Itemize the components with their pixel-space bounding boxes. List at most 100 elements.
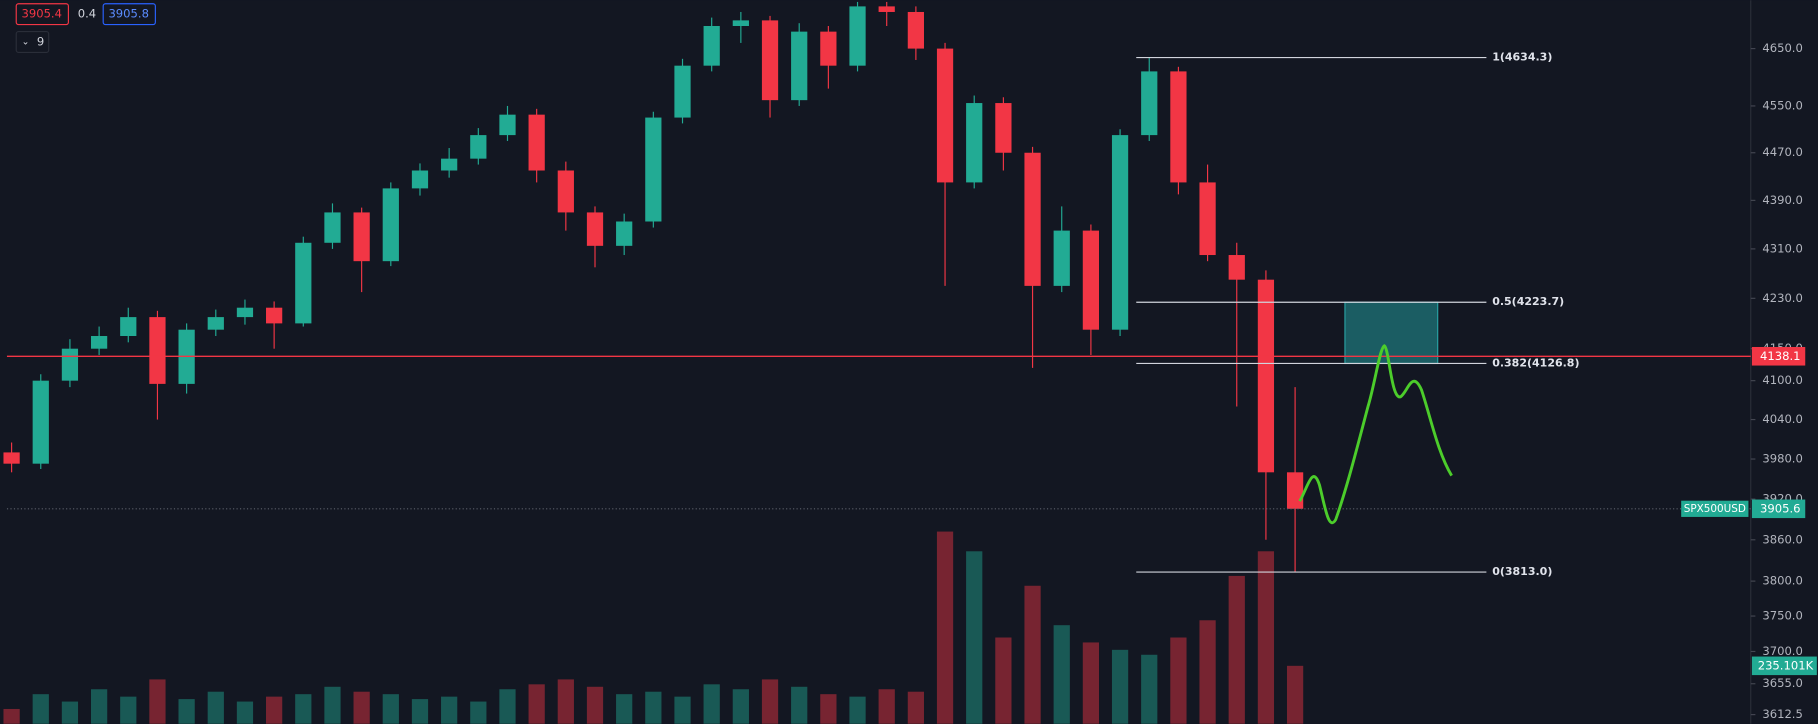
chevron: ⌄ bbox=[22, 36, 30, 47]
volume-bar bbox=[382, 694, 399, 724]
candle-body bbox=[1228, 255, 1245, 280]
volume-bar bbox=[1228, 575, 1245, 724]
candle-body bbox=[295, 242, 312, 324]
candle-body bbox=[907, 11, 924, 49]
candle-body bbox=[761, 20, 779, 101]
projection-sketch bbox=[1298, 344, 1453, 524]
candle-body bbox=[3, 452, 20, 464]
volume-bar bbox=[1170, 637, 1187, 724]
candle-body bbox=[324, 212, 341, 243]
candle-body bbox=[61, 348, 79, 381]
volume-bar bbox=[1082, 642, 1100, 724]
volume-bar bbox=[820, 694, 837, 724]
candle-body bbox=[1170, 71, 1187, 183]
horizontal-line-label-box bbox=[1751, 346, 1806, 366]
y-tick-label: 4650.0 bbox=[1762, 41, 1803, 55]
volume-bar bbox=[411, 699, 429, 724]
candle-body bbox=[149, 317, 166, 384]
volume-bar bbox=[674, 696, 691, 724]
volume-bar bbox=[936, 531, 954, 724]
horizontal-line-label: 4138.1 bbox=[1760, 349, 1801, 363]
candle-body bbox=[207, 317, 224, 330]
volume-bar bbox=[849, 696, 866, 724]
volume-bar bbox=[353, 691, 370, 724]
volume-bar bbox=[616, 694, 633, 724]
volume-bar bbox=[3, 708, 20, 724]
spread: 0.4 bbox=[78, 7, 96, 21]
volume-bar bbox=[528, 684, 545, 724]
volume-bar bbox=[236, 701, 254, 724]
volume-bar bbox=[1053, 625, 1070, 724]
y-tick-label: 3655.0 bbox=[1762, 676, 1803, 690]
candle-body bbox=[645, 117, 662, 222]
volume-bar bbox=[732, 689, 749, 724]
candle-body bbox=[1053, 230, 1070, 286]
candle-body bbox=[382, 188, 399, 262]
candle-body bbox=[236, 307, 254, 318]
y-tick-label: 4390.0 bbox=[1762, 193, 1803, 207]
candle-body bbox=[1024, 152, 1041, 286]
candle-body bbox=[1082, 230, 1100, 330]
volume-bar bbox=[1286, 665, 1304, 724]
volume-bar bbox=[1111, 649, 1129, 724]
symbol-box bbox=[1681, 500, 1749, 517]
candle-body bbox=[32, 380, 49, 464]
volume-bar bbox=[645, 691, 662, 724]
candle-body bbox=[90, 336, 108, 349]
volume-bar bbox=[499, 689, 516, 724]
volume-bar bbox=[441, 696, 458, 724]
candle-body bbox=[499, 114, 516, 136]
candle-body bbox=[616, 221, 633, 246]
fib-label: 1(4634.3) bbox=[1492, 51, 1552, 64]
candle-body bbox=[1199, 182, 1216, 256]
volume-bar bbox=[324, 686, 341, 724]
ask: 3905.8 bbox=[108, 7, 149, 21]
target-zone bbox=[1344, 301, 1439, 365]
interval[interactable]: 9 bbox=[37, 34, 44, 48]
candle-body bbox=[703, 26, 720, 66]
candle-body bbox=[936, 48, 954, 183]
bid-box bbox=[15, 3, 69, 26]
interval-box[interactable] bbox=[15, 30, 50, 54]
volume-bar bbox=[61, 701, 79, 724]
candle-body bbox=[1257, 279, 1275, 473]
candle-body bbox=[120, 317, 137, 337]
volume-bar bbox=[1024, 585, 1041, 724]
y-tick-label: 3980.0 bbox=[1762, 452, 1803, 466]
volume-bar bbox=[703, 684, 720, 724]
volume-bar bbox=[295, 694, 312, 724]
candle-body bbox=[849, 6, 866, 66]
volume-bar bbox=[1257, 551, 1275, 724]
candle-body bbox=[1141, 71, 1158, 136]
candle-body bbox=[586, 212, 604, 246]
candle-body bbox=[995, 103, 1012, 153]
volume-bar bbox=[470, 701, 487, 724]
y-tick-label: 3612.5 bbox=[1762, 707, 1803, 721]
volume-bar bbox=[907, 691, 924, 724]
plot: 3612.53655.03700.03750.03800.03860.03920… bbox=[3, 1, 1817, 724]
candle-body bbox=[1286, 472, 1304, 509]
volume-bar bbox=[120, 696, 137, 724]
candle-body bbox=[470, 135, 487, 159]
volume-bar bbox=[1141, 654, 1158, 724]
y-tick-label: 3700.0 bbox=[1762, 644, 1803, 658]
volume-bar bbox=[761, 679, 779, 724]
volume-bar bbox=[149, 679, 166, 724]
volume-bar bbox=[791, 686, 808, 724]
candle-body bbox=[441, 158, 458, 171]
y-tick-label: 3800.0 bbox=[1762, 574, 1803, 588]
y-tick-label: 4100.0 bbox=[1762, 373, 1803, 387]
volume-bar bbox=[178, 699, 195, 724]
candle-body bbox=[966, 103, 983, 183]
y-tick-label: 4470.0 bbox=[1762, 145, 1803, 159]
last-price-label: 3905.6 bbox=[1760, 501, 1801, 515]
ask-box bbox=[102, 3, 156, 26]
candle-body bbox=[411, 170, 429, 189]
volume-bar bbox=[586, 686, 604, 724]
candle-body bbox=[557, 170, 574, 213]
candle-body bbox=[820, 31, 837, 66]
symbol-label: SPX500USD bbox=[1684, 503, 1746, 515]
volume-bar bbox=[32, 694, 49, 724]
